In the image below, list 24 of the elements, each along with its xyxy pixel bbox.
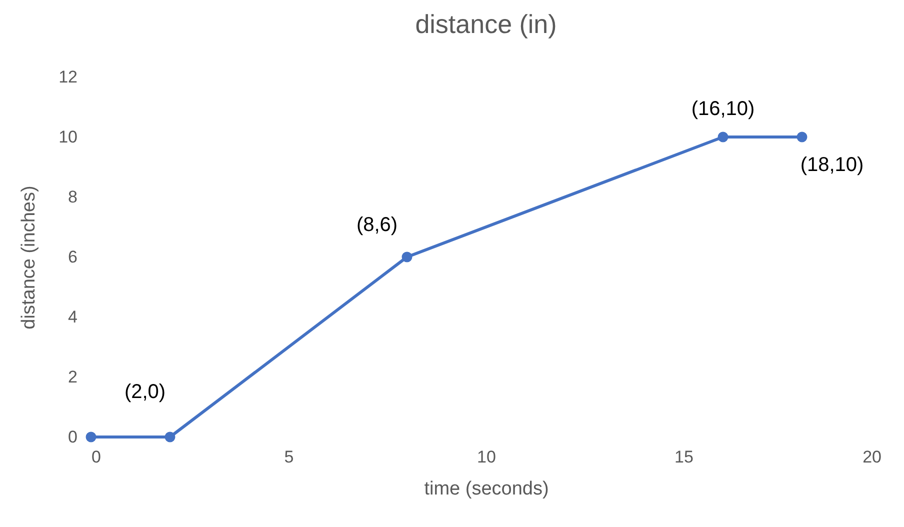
x-axis-title: time (seconds) xyxy=(424,478,549,500)
x-tick-label: 0 xyxy=(92,448,101,466)
y-axis-title: distance (inches) xyxy=(18,186,40,330)
point xyxy=(164,432,176,442)
annotation: (18,10) xyxy=(800,154,864,176)
x-tick-label: 20 xyxy=(862,448,882,466)
point xyxy=(796,132,808,142)
chart-title: distance (in) xyxy=(415,9,557,39)
y-tick-label: 12 xyxy=(58,68,78,86)
point xyxy=(86,432,96,442)
annotation: (8,6) xyxy=(356,214,398,236)
annotation: (2,0) xyxy=(124,381,166,403)
y-tick-label: 6 xyxy=(68,248,78,266)
point xyxy=(402,252,412,262)
y-tick-label: 2 xyxy=(68,368,78,386)
y-tick-label: 4 xyxy=(68,308,78,326)
annotation: (16,10) xyxy=(691,98,755,120)
y-tick-label: 10 xyxy=(58,128,78,146)
y-tick-label: 8 xyxy=(68,188,78,206)
x-tick-label: 5 xyxy=(284,448,294,466)
x-tick-label: 10 xyxy=(477,448,496,466)
point xyxy=(718,132,728,142)
y-tick-label: 0 xyxy=(68,428,78,446)
x-tick-label: 15 xyxy=(674,448,694,466)
